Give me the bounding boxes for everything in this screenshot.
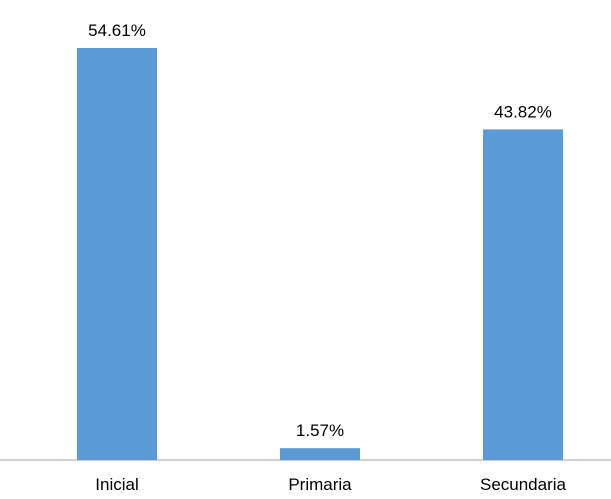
- category-label-inicial: Inicial: [95, 475, 138, 494]
- bar-primaria: [280, 448, 360, 460]
- data-label-secundaria: 43.82%: [494, 102, 552, 121]
- bar-inicial: [77, 48, 157, 460]
- data-label-primaria: 1.57%: [296, 421, 344, 440]
- bar-secundaria: [483, 129, 563, 460]
- category-label-primaria: Primaria: [288, 475, 352, 494]
- category-label-secundaria: Secundaria: [480, 475, 567, 494]
- data-label-inicial: 54.61%: [88, 21, 146, 40]
